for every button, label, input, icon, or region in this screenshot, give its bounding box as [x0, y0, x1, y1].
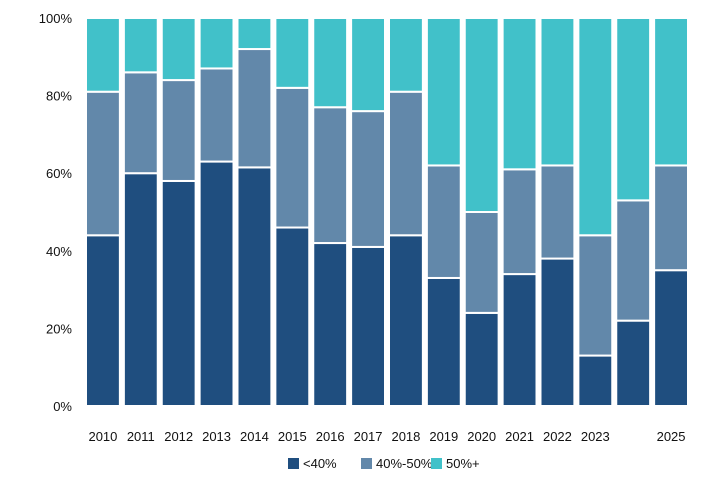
legend: <40% 40%-50% 50%+	[288, 456, 480, 471]
x-tick-label: 2012	[164, 429, 193, 444]
legend-label: 40%-50%	[376, 456, 433, 471]
bar-segment	[539, 164, 576, 260]
bar-segment	[615, 319, 652, 408]
y-tick-label: 40%	[46, 244, 72, 259]
bar-segment	[653, 17, 689, 167]
bar-segment	[425, 164, 462, 279]
bar-segment	[653, 164, 689, 272]
x-tick-label: 2018	[391, 429, 420, 444]
y-axis: 0% 20% 40% 60% 80% 100%	[39, 11, 73, 414]
bar-segment	[122, 17, 159, 74]
x-tick-label: 2020	[467, 429, 496, 444]
bar-segment	[274, 226, 311, 407]
y-tick-label: 20%	[46, 321, 72, 336]
bar-segment	[312, 106, 349, 245]
bar-segment	[577, 354, 614, 407]
legend-swatch	[431, 458, 442, 469]
x-tick-label: 2010	[88, 429, 117, 444]
bar-segment	[198, 67, 235, 163]
bar-segment	[463, 17, 500, 213]
bar-segment	[274, 86, 311, 229]
bar-segment	[388, 234, 424, 407]
x-tick-label: 2019	[429, 429, 458, 444]
bar-segment	[388, 17, 424, 93]
bar-segment	[539, 17, 576, 167]
x-tick-label: 2015	[278, 429, 307, 444]
bar-segment	[274, 17, 311, 89]
bar-segment	[312, 17, 349, 109]
bar-segment	[463, 311, 500, 408]
y-tick-label: 80%	[46, 89, 72, 104]
bar-segment	[653, 269, 689, 408]
x-tick-label: 2013	[202, 429, 231, 444]
bar-segment	[85, 234, 121, 407]
x-tick-label: 2014	[240, 429, 269, 444]
bar-segment	[463, 211, 500, 314]
bar-segment	[388, 90, 424, 237]
bar-segment	[160, 179, 197, 407]
bar-segment	[501, 168, 538, 276]
x-tick-label: 2011	[127, 429, 155, 444]
bar-segment	[425, 17, 462, 167]
x-tick-label: 2017	[354, 429, 383, 444]
bar-segment	[236, 48, 273, 169]
bar-segment	[577, 17, 614, 237]
bar-segment	[425, 276, 462, 407]
bar-segment	[312, 242, 349, 407]
bar-segment	[85, 90, 121, 237]
bar-segment	[539, 257, 576, 407]
bar-segment	[160, 17, 197, 82]
y-tick-label: 60%	[46, 166, 72, 181]
legend-swatch	[361, 458, 372, 469]
x-tick-label: 2023	[581, 429, 610, 444]
bar-segment	[198, 160, 235, 407]
y-tick-label: 0%	[53, 399, 72, 414]
bar-segment	[160, 79, 197, 182]
legend-label: 50%+	[446, 456, 480, 471]
bar-segment	[577, 234, 614, 357]
bar-segment	[122, 172, 159, 407]
x-tick-label: 2016	[316, 429, 345, 444]
bar-segment	[350, 17, 386, 113]
legend-label: <40%	[303, 456, 337, 471]
bar-segment	[501, 273, 538, 407]
x-tick-label: 2021	[505, 429, 534, 444]
bar-segment	[122, 71, 159, 175]
x-tick-label: 2025	[657, 429, 686, 444]
bar-segment	[350, 245, 386, 407]
bar-segment	[198, 17, 235, 70]
x-axis: 2010 2011 2012 2013 2014 2015 2016 2017 2018 2019…	[88, 429, 685, 444]
legend-swatch	[288, 458, 299, 469]
bar-segment	[501, 17, 538, 171]
bar-segment	[236, 166, 273, 407]
bar-segment	[615, 199, 652, 322]
bar-segment	[85, 17, 121, 93]
bar-segment	[350, 110, 386, 248]
bars	[85, 17, 689, 408]
bar-segment	[615, 17, 652, 202]
x-tick-label: 2022	[543, 429, 572, 444]
y-tick-label: 100%	[39, 11, 73, 26]
bar-segment	[236, 17, 273, 51]
